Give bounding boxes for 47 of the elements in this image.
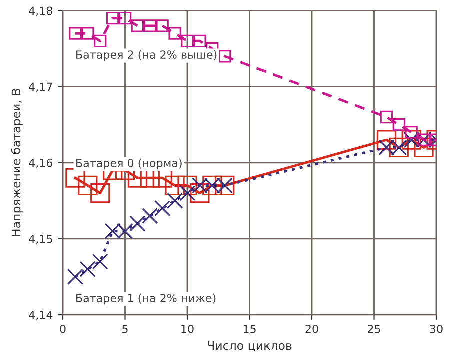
series-label: Батарея 1 (на 2% ниже) — [76, 294, 216, 305]
x-tick-label: 15 — [244, 325, 256, 334]
point — [405, 126, 418, 139]
point — [69, 27, 82, 40]
point — [130, 216, 146, 232]
point — [154, 200, 171, 217]
series-label: Батарея 2 (на 2% выше) — [76, 50, 217, 62]
point — [67, 268, 84, 286]
x-tick-label: 0 — [60, 324, 66, 334]
x-axis-title: Число циклов — [208, 341, 292, 352]
point — [190, 184, 210, 204]
point — [392, 118, 406, 132]
y-tick-label: 4,17 — [29, 82, 52, 92]
point — [194, 34, 206, 48]
x-tick-label: 20 — [306, 324, 318, 334]
point — [181, 34, 194, 48]
x-tick-label: 5 — [122, 325, 128, 334]
x-tick-label: 10 — [182, 324, 194, 334]
point — [166, 192, 184, 209]
point — [218, 50, 232, 63]
point — [90, 184, 110, 204]
y-axis-title: Напряжение батареи, В — [11, 89, 23, 236]
x-tick-label: 30 — [430, 324, 443, 334]
point — [82, 27, 94, 40]
point — [380, 110, 394, 124]
point — [156, 20, 169, 32]
point — [92, 254, 108, 270]
point — [78, 176, 98, 196]
point — [165, 176, 185, 196]
point — [106, 12, 120, 25]
point — [179, 185, 196, 202]
point — [142, 208, 158, 224]
point — [131, 20, 144, 32]
point — [94, 34, 107, 48]
y-tick-label: 4,16 — [29, 158, 53, 168]
point — [80, 261, 96, 278]
point — [118, 12, 132, 25]
series-label: Батарея 0 (норма) — [76, 158, 182, 170]
point — [168, 27, 182, 40]
point — [376, 130, 396, 150]
x-tick-label: 25 — [368, 324, 380, 334]
point — [144, 20, 156, 32]
y-tick-label: 4,18 — [29, 6, 53, 16]
y-tick-label: 4,14 — [29, 311, 53, 321]
point — [178, 176, 198, 196]
y-tick-label: 4,15 — [29, 235, 52, 244]
point — [414, 138, 434, 158]
